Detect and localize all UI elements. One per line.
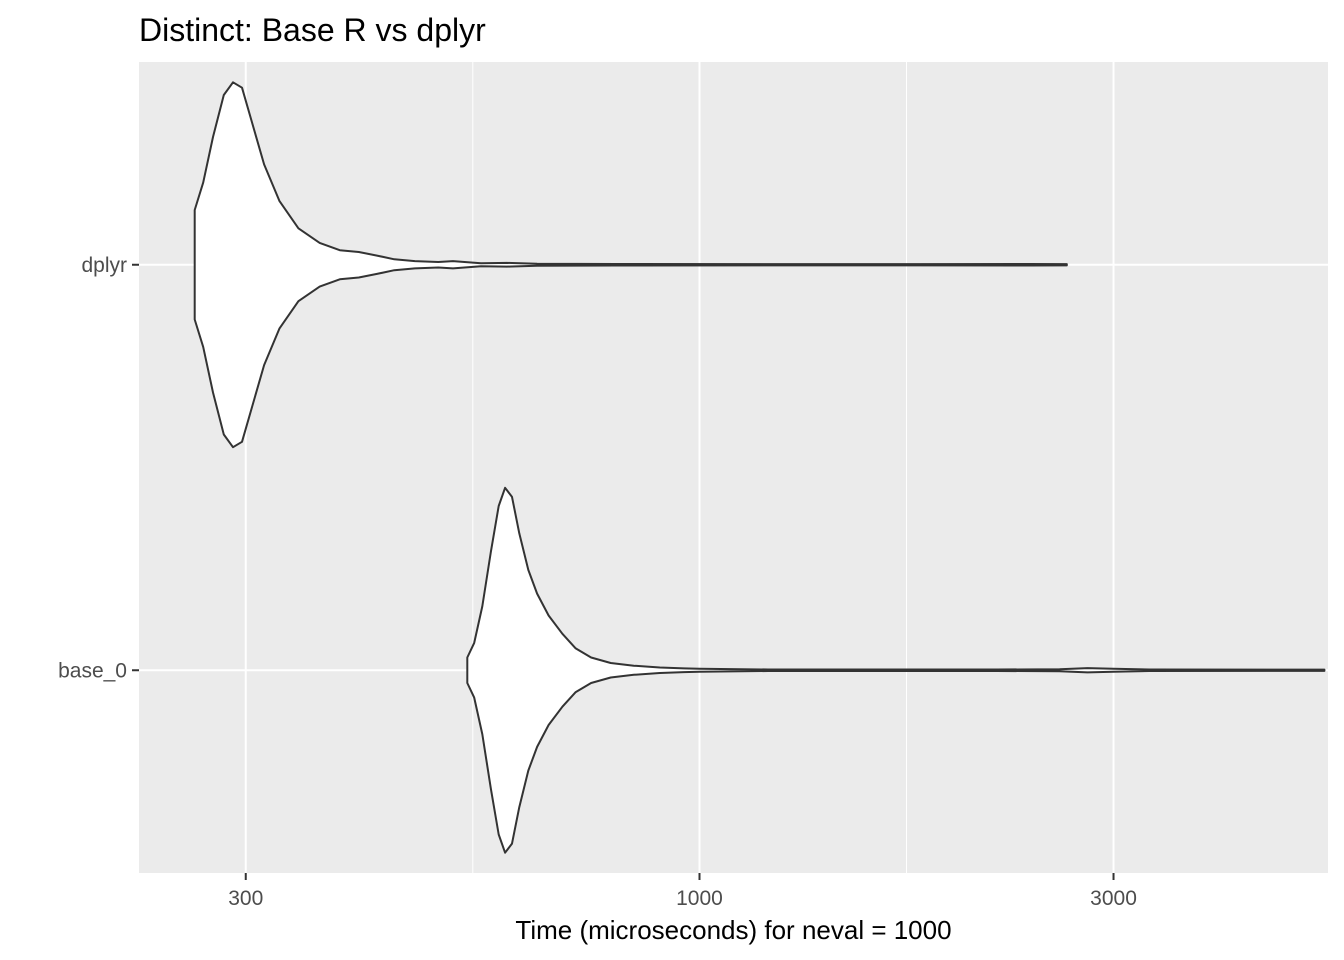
chart-title: Distinct: Base R vs dplyr — [139, 12, 486, 48]
violin-dplyr — [193, 81, 1068, 449]
x-axis: 300 1000 3000 — [228, 873, 1137, 910]
y-tick-label: dplyr — [81, 254, 127, 277]
x-axis-title: Time (microseconds) for neval = 1000 — [515, 915, 951, 945]
x-tick-label: 3000 — [1090, 887, 1137, 910]
violin-base-0 — [466, 486, 1326, 854]
x-tick-label: 300 — [228, 887, 263, 910]
y-axis: base_0 dplyr — [58, 254, 139, 682]
plot-panel — [139, 62, 1328, 873]
minor-gridlines — [472, 62, 907, 873]
y-tick-label: base_0 — [58, 659, 127, 682]
violins — [193, 81, 1326, 854]
x-tick-label: 1000 — [676, 887, 723, 910]
